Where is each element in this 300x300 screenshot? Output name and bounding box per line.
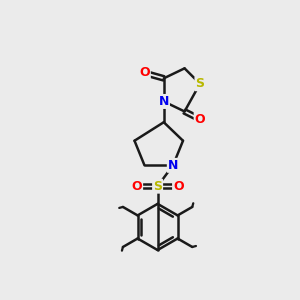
- Text: S: S: [196, 77, 205, 90]
- Text: N: N: [159, 95, 169, 108]
- Text: O: O: [131, 180, 142, 193]
- Text: S: S: [153, 180, 162, 193]
- Text: O: O: [195, 113, 205, 126]
- Text: N: N: [168, 159, 178, 172]
- Text: O: O: [173, 180, 184, 193]
- Text: O: O: [139, 67, 150, 80]
